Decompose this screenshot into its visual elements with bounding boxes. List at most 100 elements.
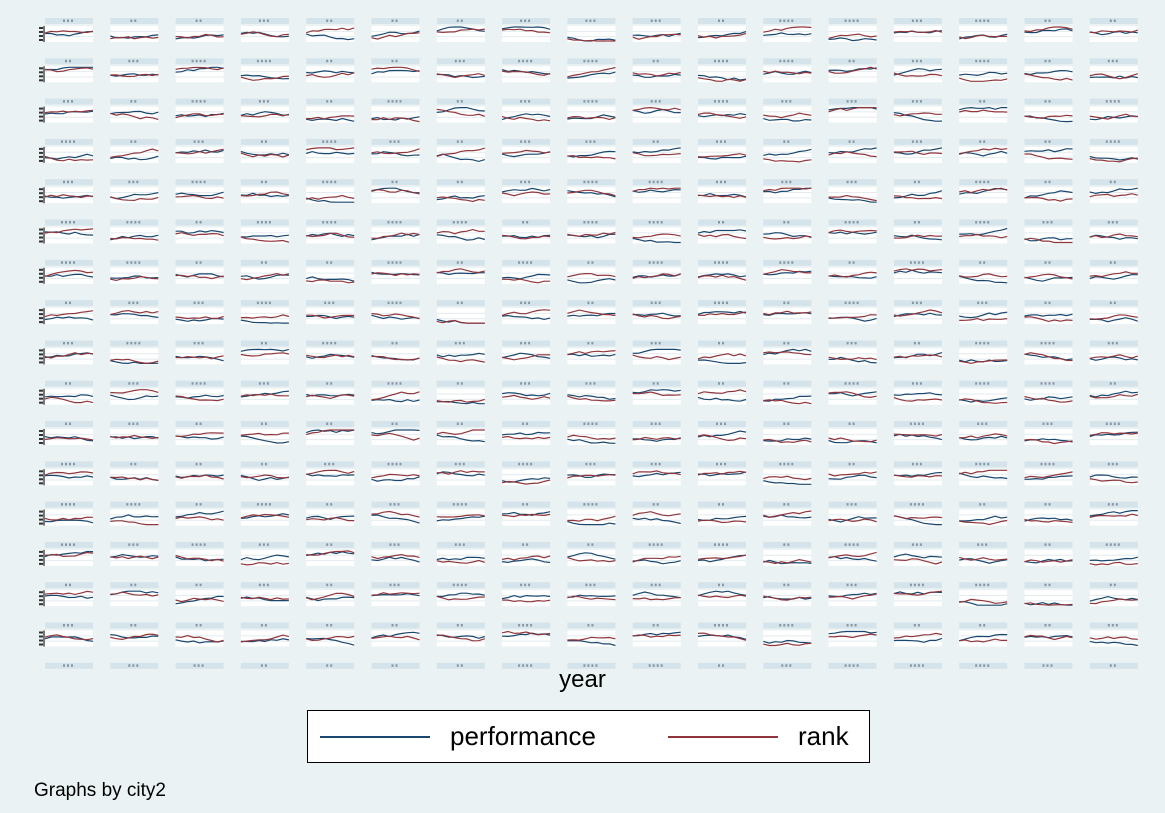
series-line-rank <box>110 148 159 158</box>
panel-title-glyph <box>387 221 390 224</box>
series-line-rank <box>110 358 159 365</box>
series-line-performance <box>371 514 420 524</box>
panel-title-glyph <box>73 503 75 506</box>
city-panel <box>436 58 485 83</box>
city-panel <box>959 501 1008 526</box>
panel-title-glyph <box>1042 422 1045 425</box>
city-panel <box>110 461 159 486</box>
panel-title-glyph <box>330 664 333 667</box>
panel-title-glyph <box>136 422 139 425</box>
series-line-performance <box>1024 237 1073 242</box>
panel-title-glyph <box>591 543 594 546</box>
series-line-rank <box>44 352 94 359</box>
panel-title-glyph <box>652 664 655 667</box>
panel-title-glyph <box>128 422 131 425</box>
y-tick-label <box>39 111 43 114</box>
panel-title-glyph <box>1117 543 1120 546</box>
panel-title-glyph <box>1048 543 1051 546</box>
series-line-rank <box>371 148 420 155</box>
series-line-rank <box>175 33 224 39</box>
series-line-rank <box>697 194 747 199</box>
y-tick-label <box>39 643 43 646</box>
panel-title-glyph <box>395 624 398 627</box>
series-line-performance <box>959 227 1008 236</box>
series-line-performance <box>502 273 551 280</box>
panel-title-glyph <box>1044 180 1047 184</box>
panel-title-glyph <box>913 583 916 587</box>
panel-title-glyph <box>330 583 333 587</box>
series-line-performance <box>697 310 747 315</box>
city-panel <box>39 138 94 163</box>
y-tick-label <box>39 522 43 525</box>
panel-title-glyph <box>595 503 598 506</box>
legend-swatch-rank <box>668 735 778 738</box>
city-panel <box>959 380 1008 405</box>
city-panel <box>697 58 747 83</box>
series-line-rank <box>110 73 159 78</box>
series-line-performance <box>1089 274 1138 280</box>
panel-title-glyph <box>650 462 653 466</box>
series-line-performance <box>240 192 289 198</box>
panel-title-glyph <box>783 261 786 264</box>
city-panel <box>828 662 877 669</box>
series-line-performance <box>697 74 747 81</box>
series-line-rank <box>436 429 485 436</box>
panel-title-glyph <box>911 543 914 546</box>
city-panel <box>502 259 551 284</box>
panel-title-glyph <box>395 221 398 224</box>
panel-plot-region <box>632 66 681 83</box>
panel-title-glyph <box>587 221 590 224</box>
panel-title-glyph <box>65 59 67 63</box>
series-line-performance <box>1024 396 1073 401</box>
city-panel <box>39 18 94 42</box>
city-panel <box>502 501 551 526</box>
panel-title-glyph <box>591 180 594 184</box>
panel-title-glyph <box>915 301 918 305</box>
city-panel <box>175 461 224 486</box>
panel-title-glyph <box>917 664 920 667</box>
series-line-performance <box>959 472 1008 480</box>
city-panel <box>371 98 420 123</box>
panel-plot-region <box>1089 106 1138 123</box>
panel-plot-region <box>893 308 942 325</box>
panel-title-glyph <box>526 462 529 466</box>
panel-title-glyph <box>330 341 333 345</box>
panel-title-glyph <box>1048 140 1051 143</box>
panel-title-glyph <box>199 221 202 224</box>
series-line-rank <box>632 555 681 563</box>
series-line-rank <box>436 228 485 235</box>
city-panel <box>39 421 94 445</box>
panel-title-glyph <box>1109 140 1112 143</box>
panel-title-glyph <box>199 462 202 466</box>
series-line-performance <box>306 473 355 477</box>
panel-title-glyph <box>395 664 398 667</box>
city-panel <box>632 622 681 647</box>
series-line-rank <box>502 435 551 440</box>
panel-plot-region <box>45 469 93 486</box>
panel-title-glyph <box>1109 301 1112 305</box>
panel-title-glyph <box>65 221 67 224</box>
series-line-rank <box>240 474 289 479</box>
city-panel <box>632 98 681 123</box>
series-line-performance <box>763 270 812 276</box>
city-panel <box>175 501 224 526</box>
panel-plot-region <box>110 590 159 607</box>
panel-title-glyph <box>71 180 73 184</box>
series-line-rank <box>959 638 1008 643</box>
city-panel <box>763 582 812 607</box>
series-line-performance <box>44 394 94 398</box>
city-panel <box>1089 18 1138 42</box>
y-tick-label <box>39 591 43 594</box>
series-line-rank <box>893 515 942 520</box>
panel-plot-region <box>567 106 616 123</box>
series-line-performance <box>632 591 681 599</box>
panel-title-glyph <box>264 140 267 143</box>
panel-title-glyph <box>132 543 135 546</box>
panel-title-glyph <box>130 462 133 466</box>
panel-title-glyph <box>258 100 261 103</box>
panel-title-glyph <box>260 301 263 305</box>
panel-title-glyph <box>585 19 588 22</box>
series-line-rank <box>1024 352 1073 362</box>
y-tick-label <box>39 79 43 82</box>
y-tick-label <box>39 31 43 33</box>
